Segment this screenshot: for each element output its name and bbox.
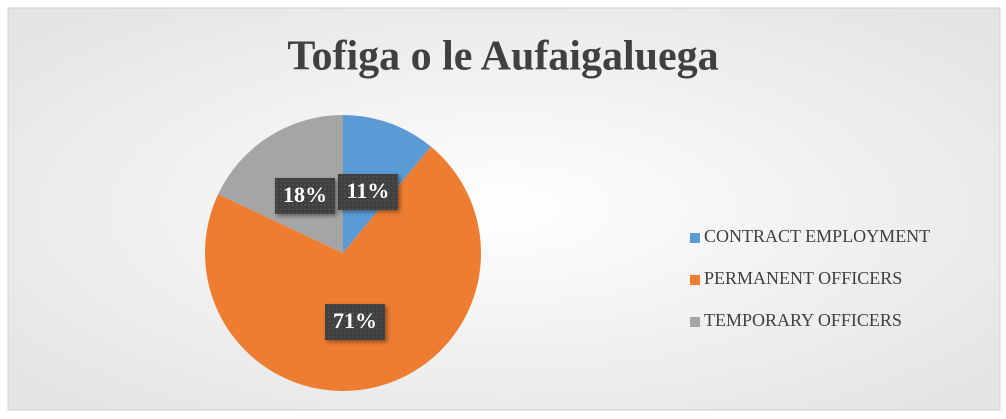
legend-label: PERMANENT OFFICERS [704,268,902,288]
pie-slice [205,146,482,391]
chart-area [7,7,1001,411]
legend-swatch [690,275,700,285]
legend-swatch [690,317,700,327]
legend-swatch [690,233,700,243]
chart-title: Tofiga o le Aufaigaluega [287,34,718,80]
legend-label: CONTRACT EMPLOYMENT [704,226,930,246]
data-label: 11% [347,178,390,203]
data-label-box [325,304,385,340]
legend-label: TEMPORARY OFFICERS [704,310,902,330]
data-label-box [338,174,398,210]
data-label: 71% [333,308,377,333]
data-label: 18% [283,182,327,207]
data-label-box [275,178,335,214]
